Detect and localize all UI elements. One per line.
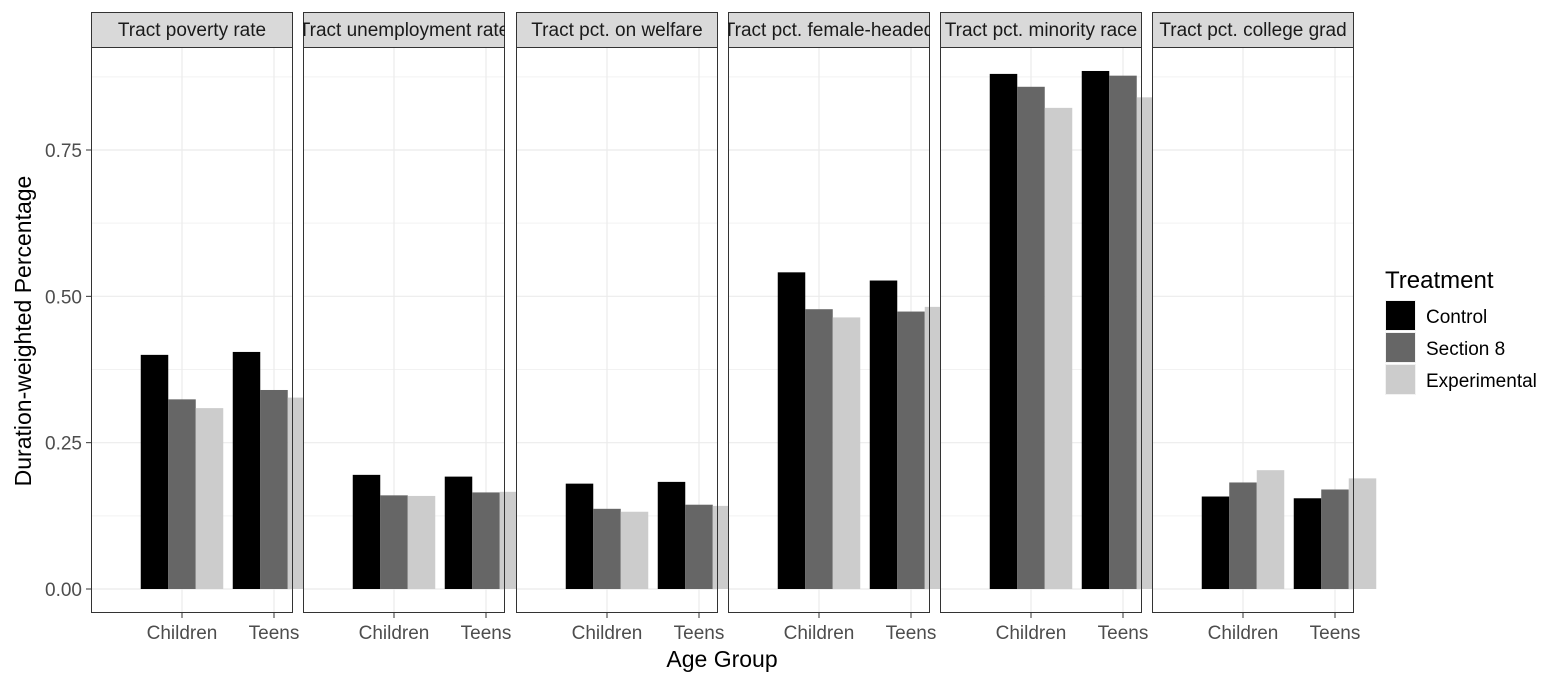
y-tick-label: 0.50 <box>45 287 82 308</box>
bars <box>565 481 741 589</box>
bar-section-8-teens <box>1321 489 1349 589</box>
bars <box>140 351 316 589</box>
x-tick-label: Children <box>1208 623 1279 644</box>
x-axis: Children Teens <box>1208 613 1361 644</box>
bar-control-teens <box>1293 498 1322 589</box>
legend-label: Control <box>1426 307 1487 328</box>
x-tick-label: Teens <box>674 623 725 644</box>
y-tick-label: 0.75 <box>45 141 82 162</box>
facet-strip-label: Tract pct. college grad <box>1159 20 1346 41</box>
y-tick-label: 0.00 <box>45 580 82 601</box>
bar-section-8-children <box>380 495 408 589</box>
panel-border <box>940 47 1142 613</box>
y-axis: 0.00 0.25 0.50 0.75 <box>45 141 91 601</box>
x-tick-label: Children <box>359 623 430 644</box>
bar-experimental-children <box>1044 107 1073 589</box>
bar-control-children <box>1201 496 1230 589</box>
y-axis-title: Duration-weighted Percentage <box>10 176 36 487</box>
panel-border <box>1152 47 1354 613</box>
bar-section-8-children <box>1017 86 1045 589</box>
bar-control-children <box>565 483 594 589</box>
x-axis-title: Age Group <box>666 646 777 672</box>
x-tick-label: Children <box>147 623 218 644</box>
facet-strip <box>91 12 293 48</box>
facet-strip-label: Tract pct. minority race <box>945 20 1138 41</box>
facet-strip <box>516 12 718 48</box>
y-tick-label: 0.25 <box>45 434 82 455</box>
panel-border <box>516 47 718 613</box>
bar-control-teens <box>1081 70 1110 590</box>
facet-tract-pct-minority-race: Tract pct. minority race Children Teens <box>940 12 1165 644</box>
bar-section-8-children <box>805 309 833 589</box>
x-axis: Children Teens <box>147 613 300 644</box>
facet-tract-poverty-rate: Tract poverty rate Children Teens <box>91 12 316 644</box>
legend-item-section-8: Section 8 <box>1385 332 1505 363</box>
bar-section-8-teens <box>897 311 925 589</box>
bars <box>352 474 528 589</box>
bar-section-8-teens <box>685 504 713 589</box>
bar-experimental-children <box>407 495 436 589</box>
x-tick-label: Children <box>784 623 855 644</box>
legend-label: Section 8 <box>1426 339 1505 360</box>
x-tick-label: Teens <box>886 623 937 644</box>
x-tick-label: Children <box>996 623 1067 644</box>
panel-border <box>303 47 505 613</box>
legend-title: Treatment <box>1385 267 1494 294</box>
x-tick-label: Teens <box>1310 623 1361 644</box>
bar-experimental-children <box>620 511 649 589</box>
facet-strip <box>728 12 930 48</box>
bar-control-children <box>352 474 381 589</box>
x-tick-label: Teens <box>1098 623 1149 644</box>
bar-control-children <box>989 73 1018 589</box>
facet-strip-label: Tract poverty rate <box>118 20 266 41</box>
bar-section-8-children <box>1229 482 1257 589</box>
bar-experimental-children <box>832 317 861 589</box>
facet-tract-pct-college-grad: Tract pct. college grad Children Teens <box>1152 12 1377 644</box>
bar-experimental-teens <box>1348 478 1377 589</box>
facet-strip <box>940 12 1142 48</box>
facet-tract-pct-female-headed: Tract pct. female-headed Children Teens <box>724 12 953 644</box>
legend-swatch <box>1386 333 1415 362</box>
x-tick-label: Teens <box>461 623 512 644</box>
bar-control-teens <box>444 476 473 589</box>
bar-control-children <box>777 272 806 589</box>
x-axis: Children Teens <box>996 613 1149 644</box>
bar-control-children <box>140 354 169 589</box>
legend-items: Control Section 8 Experimental <box>1385 300 1537 395</box>
x-axis: Children Teens <box>784 613 937 644</box>
facet-strip-label: Tract unemployment rate <box>299 20 510 41</box>
x-tick-label: Children <box>572 623 643 644</box>
facet-tract-pct-on-welfare: Tract pct. on welfare Children Teens <box>516 12 741 644</box>
legend-swatch <box>1386 365 1415 394</box>
bar-section-8-children <box>593 508 621 589</box>
x-axis: Children Teens <box>359 613 512 644</box>
x-tick-label: Teens <box>249 623 300 644</box>
legend-item-experimental: Experimental <box>1385 364 1537 395</box>
facet-tract-unemployment-rate: Tract unemployment rate Children Teens <box>299 12 528 644</box>
legend: Treatment Control Section 8 Experimental <box>1385 267 1537 395</box>
bar-control-teens <box>869 280 898 589</box>
panel-border <box>91 47 293 613</box>
bar-section-8-teens <box>260 389 288 589</box>
facet-strip-label: Tract pct. female-headed <box>724 20 935 41</box>
facet-strip <box>303 12 505 48</box>
bar-experimental-children <box>195 408 224 589</box>
facet-strip-label: Tract pct. on welfare <box>531 20 702 41</box>
panel-border <box>728 47 930 613</box>
bar-section-8-teens <box>1109 75 1137 590</box>
x-axis: Children Teens <box>572 613 725 644</box>
legend-swatch <box>1386 301 1415 330</box>
legend-item-control: Control <box>1385 300 1487 331</box>
bar-control-teens <box>657 481 686 589</box>
bar-section-8-children <box>168 399 196 589</box>
bar-experimental-children <box>1256 470 1285 589</box>
bar-section-8-teens <box>472 492 500 589</box>
bar-control-teens <box>232 351 261 589</box>
legend-label: Experimental <box>1426 371 1537 392</box>
